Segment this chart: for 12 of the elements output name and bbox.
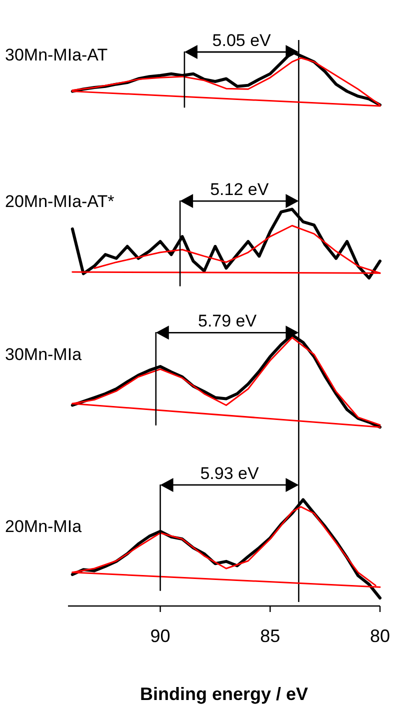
x-tick-label: 85	[260, 626, 280, 646]
x-tick-label: 80	[370, 626, 390, 646]
text: 5.05 eV	[212, 31, 272, 50]
series-label: 20Mn-MIa-AT*	[5, 192, 115, 211]
x-axis-title: Binding energy / eV	[140, 684, 308, 704]
annotation: 5.93 eV	[200, 464, 260, 483]
series-label: 30Mn-MIa-AT	[5, 46, 108, 65]
annotation: 5.12 eV	[210, 180, 270, 200]
text: 30Mn-MIa	[5, 344, 82, 364]
series-label: 20Mn-MIa	[5, 516, 82, 536]
annotation: 5.79 eV	[198, 312, 258, 331]
x-tick-label: 90	[150, 626, 170, 646]
